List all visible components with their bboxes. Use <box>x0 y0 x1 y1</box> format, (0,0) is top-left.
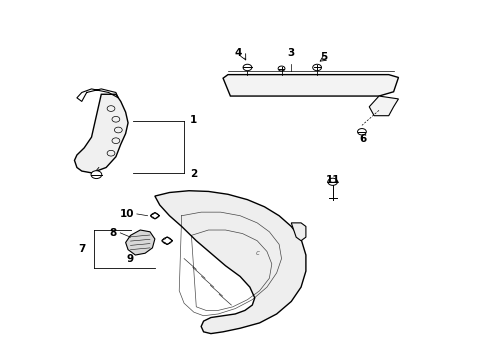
Circle shape <box>151 213 159 219</box>
Text: 1: 1 <box>190 115 197 125</box>
Circle shape <box>163 238 172 244</box>
Polygon shape <box>369 96 398 116</box>
Circle shape <box>328 178 338 185</box>
Text: 8: 8 <box>110 228 117 238</box>
Text: 6: 6 <box>360 134 367 144</box>
Text: 3: 3 <box>288 48 295 58</box>
Text: 2: 2 <box>190 168 197 179</box>
Polygon shape <box>125 230 155 255</box>
Circle shape <box>91 171 102 179</box>
Text: 10: 10 <box>120 209 134 219</box>
Polygon shape <box>291 223 306 241</box>
Polygon shape <box>223 75 398 96</box>
Circle shape <box>358 129 367 135</box>
Text: 7: 7 <box>78 244 85 253</box>
Text: 11: 11 <box>325 175 340 185</box>
Text: 5: 5 <box>320 52 327 62</box>
Text: 4: 4 <box>235 48 243 58</box>
Polygon shape <box>74 94 128 173</box>
Text: c: c <box>255 250 259 256</box>
Text: 9: 9 <box>127 253 134 264</box>
Polygon shape <box>155 191 306 334</box>
Circle shape <box>278 66 285 71</box>
Circle shape <box>313 64 321 71</box>
Circle shape <box>243 64 252 71</box>
